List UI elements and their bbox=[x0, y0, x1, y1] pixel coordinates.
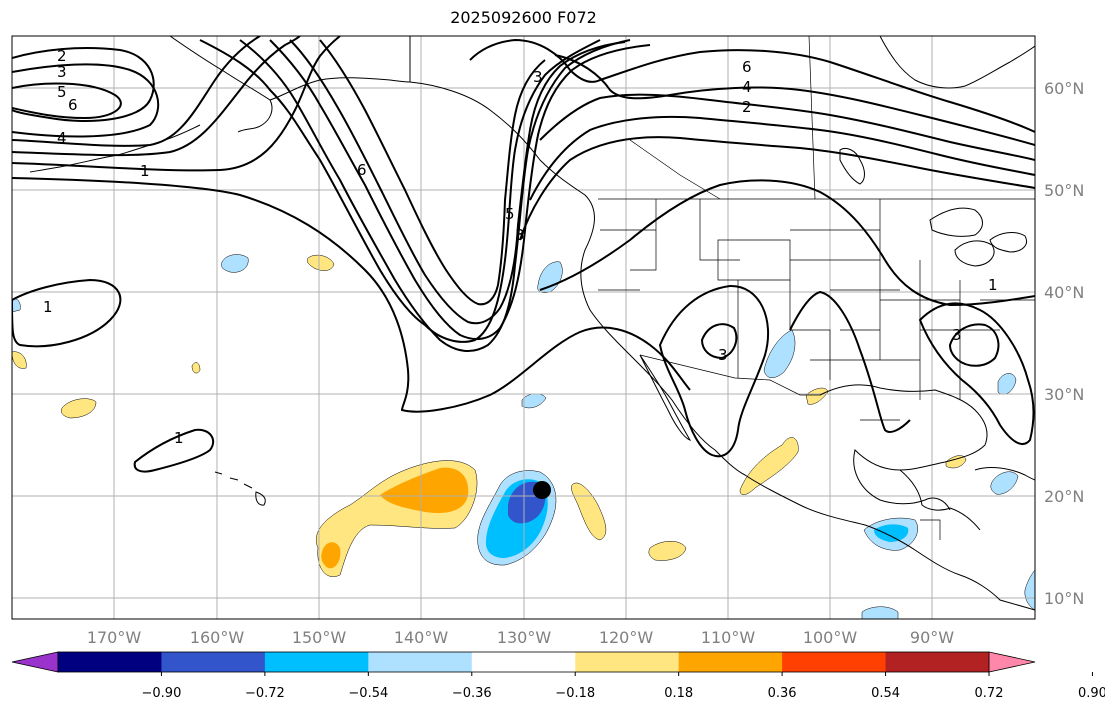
colorbar-label: 0.36 bbox=[768, 686, 797, 701]
contour-label: 4 bbox=[57, 129, 67, 147]
colorbar-label: 0.18 bbox=[664, 686, 693, 701]
contour-label: 1 bbox=[174, 429, 184, 447]
contour-label: 2 bbox=[742, 98, 752, 116]
colorbar: −0.90 −0.72 −0.54 −0.36 −0.18 0.18 0.36 0.54 0.7… bbox=[11, 651, 1105, 701]
contour-label: 6 bbox=[357, 161, 367, 179]
colorbar-segment bbox=[678, 652, 783, 672]
longitude-axis: 170°W 160°W 150°W 140°W 130°W 120°W 110°… bbox=[87, 628, 954, 647]
contour-label: 6 bbox=[68, 96, 78, 114]
contour-label: 4 bbox=[742, 78, 752, 96]
coastlines bbox=[29, 36, 1035, 611]
contour-lines bbox=[12, 36, 1035, 473]
colorbar-segment bbox=[782, 652, 887, 672]
colorbar-label: −0.72 bbox=[245, 686, 285, 701]
lon-tick-label: 160°W bbox=[190, 628, 245, 647]
colorbar-label: 0.90 bbox=[1078, 686, 1105, 701]
map-title: 2025092600 F072 bbox=[450, 8, 597, 27]
colorbar-label: −0.36 bbox=[452, 686, 492, 701]
colorbar-segment bbox=[368, 652, 473, 672]
lon-tick-label: 130°W bbox=[497, 628, 552, 647]
contour-label: 2 bbox=[57, 47, 67, 65]
borders bbox=[598, 36, 1035, 540]
lat-tick-label: 60°N bbox=[1044, 79, 1084, 98]
lon-tick-label: 140°W bbox=[394, 628, 449, 647]
lon-tick-label: 170°W bbox=[87, 628, 142, 647]
colorbar-outline bbox=[57, 651, 990, 673]
colorbar-segment bbox=[58, 652, 162, 672]
contour-label-layer: 2 3 5 6 4 1 6 5 3 6 4 2 1 1 1 3 3 3 bbox=[43, 47, 998, 447]
contour-label: 1 bbox=[988, 276, 998, 294]
colorbar-label: −0.90 bbox=[142, 686, 182, 701]
contour-label: 1 bbox=[140, 162, 150, 180]
lon-tick-label: 150°W bbox=[292, 628, 347, 647]
colorbar-segment bbox=[471, 652, 576, 672]
colorbar-segment bbox=[161, 652, 266, 672]
colorbar-extend-low bbox=[11, 651, 59, 673]
lon-tick-label: 100°W bbox=[803, 628, 858, 647]
contour-label: 3 bbox=[515, 226, 525, 244]
storm-center-marker bbox=[533, 481, 551, 499]
contour-label: 5 bbox=[505, 205, 515, 223]
colorbar-label: −0.54 bbox=[348, 686, 388, 701]
contour-label: 1 bbox=[43, 298, 53, 316]
colorbar-label: 0.72 bbox=[975, 686, 1004, 701]
contour-label: 3 bbox=[57, 63, 67, 81]
lat-tick-label: 10°N bbox=[1044, 589, 1084, 608]
colorbar-extend-high bbox=[988, 651, 1036, 673]
lat-tick-label: 50°N bbox=[1044, 181, 1084, 200]
colorbar-label: −0.18 bbox=[555, 686, 595, 701]
latitude-axis: 60°N 50°N 40°N 30°N 20°N 10°N bbox=[1044, 79, 1084, 608]
lon-tick-label: 90°W bbox=[910, 628, 954, 647]
colorbar-segment bbox=[575, 652, 680, 672]
graticule bbox=[12, 36, 1035, 619]
contour-label: 6 bbox=[742, 58, 752, 76]
contour-label: 3 bbox=[718, 346, 728, 364]
lon-tick-label: 110°W bbox=[701, 628, 756, 647]
contour-label: 3 bbox=[533, 68, 543, 86]
lat-tick-label: 20°N bbox=[1044, 487, 1084, 506]
map-frame bbox=[11, 35, 1036, 620]
lat-tick-label: 30°N bbox=[1044, 385, 1084, 404]
colorbar-segment bbox=[264, 652, 369, 672]
colorbar-label: 0.54 bbox=[871, 686, 900, 701]
contour-label: 5 bbox=[57, 83, 67, 101]
contour-label: 3 bbox=[952, 326, 962, 344]
colorbar-segment bbox=[885, 652, 990, 672]
lat-tick-label: 40°N bbox=[1044, 283, 1084, 302]
lon-tick-label: 120°W bbox=[599, 628, 654, 647]
